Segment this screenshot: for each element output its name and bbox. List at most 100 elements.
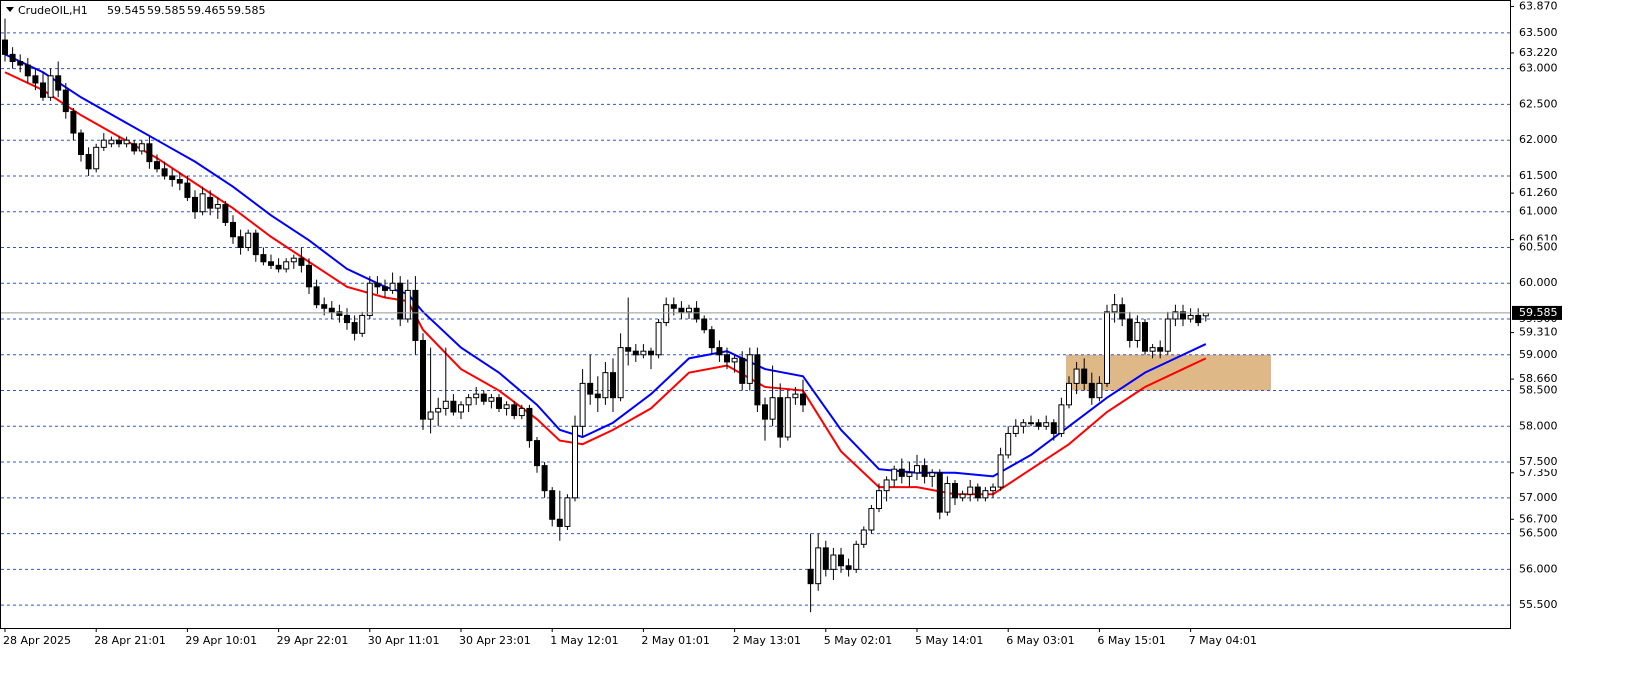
candle-body: [800, 393, 806, 406]
candle-body: [321, 304, 328, 309]
candle-body: [1104, 311, 1110, 384]
candle-body: [952, 483, 958, 499]
x-tick-label: 28 Apr 21:01: [94, 634, 166, 647]
candle-body: [1043, 422, 1050, 427]
x-tick-label: 29 Apr 22:01: [277, 634, 349, 647]
candle-body: [1187, 314, 1194, 320]
candle-body: [131, 143, 138, 152]
candle-body: [746, 354, 753, 384]
candle-body: [108, 139, 115, 145]
level-label-box: [1516, 25, 1562, 40]
level-label-box: [1516, 419, 1562, 434]
candle-body: [458, 404, 464, 413]
candle-body: [435, 407, 442, 413]
candle-body: [93, 146, 100, 170]
candle-body: [1058, 404, 1065, 434]
candle-body: [990, 486, 996, 492]
candle-body: [199, 193, 206, 213]
header-close: 59.585: [227, 4, 266, 17]
level-label-box: [1516, 490, 1562, 505]
candle-body: [822, 547, 829, 570]
x-tick-label: 30 Apr 11:01: [368, 634, 440, 647]
candle-body: [898, 468, 905, 477]
candle-body: [868, 508, 875, 531]
candle-body: [891, 468, 898, 481]
candle-body: [663, 304, 670, 324]
candle-body: [579, 382, 586, 427]
symbol: CrudeOIL,H1: [18, 4, 88, 17]
candle-body: [754, 354, 761, 406]
price-label: 59.585: [1519, 306, 1558, 319]
candle-body: [24, 64, 31, 77]
candle-body: [237, 236, 244, 248]
x-tick-label: 30 Apr 23:01: [459, 634, 531, 647]
candle-body: [1195, 314, 1202, 324]
candle-body: [739, 357, 746, 384]
header-high: 59.585: [147, 4, 186, 17]
candle-body: [883, 479, 890, 492]
candle-body: [184, 182, 191, 198]
candle-body: [359, 314, 366, 334]
candle-body: [488, 397, 495, 402]
level-label: 62.000: [1519, 133, 1558, 146]
candle-body: [442, 400, 449, 409]
candle-body: [146, 143, 153, 163]
level-label-box: [1516, 276, 1562, 291]
ma-line: [4, 71, 1207, 496]
level-label: 60.000: [1519, 276, 1558, 289]
x-tick-label: 28 Apr 2025: [3, 634, 71, 647]
candle-body: [648, 350, 654, 356]
candle-body: [480, 393, 487, 402]
candle-body: [1081, 368, 1088, 384]
candle-body: [1073, 368, 1080, 384]
candle-body: [876, 490, 882, 510]
candle-body: [55, 75, 62, 91]
candle-body: [161, 168, 168, 177]
candle-body: [815, 547, 822, 585]
candle-body: [397, 282, 404, 320]
candle-body: [62, 89, 69, 113]
candle-body: [169, 175, 176, 181]
candle-body: [549, 490, 556, 520]
level-label: 56.000: [1519, 562, 1558, 575]
level-label-box: [1516, 133, 1562, 148]
candle-body: [701, 318, 708, 331]
candle-body: [78, 132, 84, 155]
candle-body: [503, 404, 510, 409]
candle-body: [1134, 322, 1141, 341]
candle-body: [921, 465, 928, 477]
x-tick-label: 1 May 12:01: [550, 634, 618, 647]
candle-body: [830, 554, 837, 570]
candle-body: [625, 347, 632, 352]
candle-body: [518, 407, 525, 417]
candle-body: [412, 289, 419, 341]
candle-body: [1066, 382, 1072, 406]
candle-body: [853, 543, 860, 570]
candle-body: [252, 232, 259, 256]
candle-body: [724, 354, 730, 363]
candle-body: [473, 393, 480, 399]
candle-body: [40, 82, 46, 98]
candle-body: [32, 75, 39, 84]
candle-body: [1111, 304, 1118, 313]
y-tick-label: 63.220: [1519, 46, 1558, 59]
candle-body: [366, 282, 373, 316]
candle-body: [640, 350, 647, 356]
candle-body: [420, 339, 426, 420]
candle-body: [526, 407, 533, 442]
candle-body: [655, 322, 662, 356]
candle-body: [534, 440, 540, 467]
candle-body: [9, 53, 16, 63]
candle-body: [123, 139, 130, 145]
x-tick-label: 5 May 02:01: [824, 634, 892, 647]
candle-body: [344, 314, 350, 324]
x-tick-label: 6 May 03:01: [1006, 634, 1074, 647]
candle-body: [1005, 432, 1012, 456]
candle-body: [100, 139, 107, 148]
candle-body: [116, 139, 122, 145]
level-label: 55.500: [1519, 598, 1558, 611]
candle-body: [572, 425, 578, 499]
candles: [2, 18, 1209, 613]
level-label-box: [1516, 61, 1562, 76]
candle-body: [328, 307, 335, 313]
